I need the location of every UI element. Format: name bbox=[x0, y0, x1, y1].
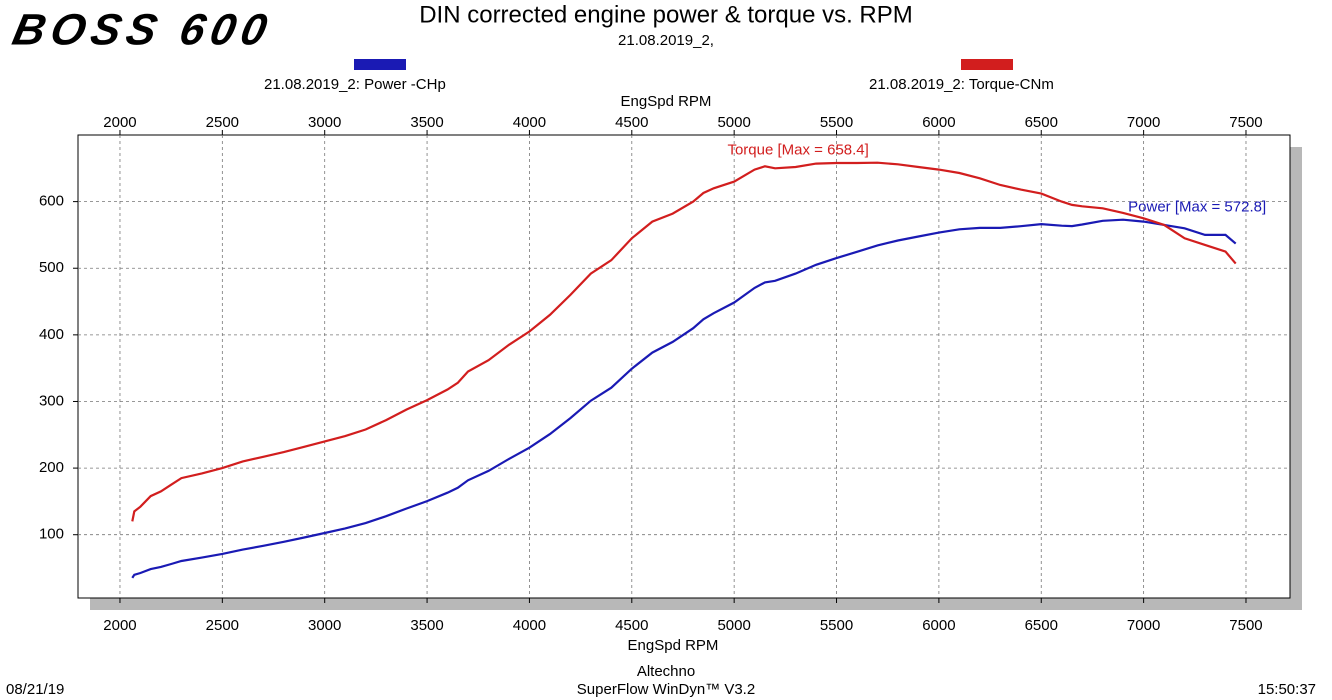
x-tick-label: 7500 bbox=[1229, 617, 1262, 634]
x-tick-label: 3500 bbox=[410, 617, 443, 634]
plot-area bbox=[77, 134, 1291, 599]
y-tick-label: 100 bbox=[39, 526, 64, 543]
x-tick-label: 2000 bbox=[103, 617, 136, 634]
x-tick-label-top: 7000 bbox=[1127, 114, 1160, 131]
footer-software: SuperFlow WinDyn™ V3.2 bbox=[577, 681, 755, 698]
x-tick-label-top: 3000 bbox=[308, 114, 341, 131]
x-tick-label: 7000 bbox=[1127, 617, 1160, 634]
x-axis-label-top: EngSpd RPM bbox=[621, 93, 712, 110]
max-annotation: Torque [Max = 658.4] bbox=[727, 142, 868, 159]
chart-subtitle: 21.08.2019_2, bbox=[618, 32, 714, 49]
x-tick-label: 4500 bbox=[615, 617, 648, 634]
x-tick-label: 3000 bbox=[308, 617, 341, 634]
x-tick-label: 6000 bbox=[922, 617, 955, 634]
footer-company: Altechno bbox=[637, 663, 695, 680]
series-line bbox=[131, 218, 1237, 579]
x-tick-label: 5500 bbox=[820, 617, 853, 634]
x-tick-label-top: 7500 bbox=[1229, 114, 1262, 131]
y-tick-label: 500 bbox=[39, 259, 64, 276]
x-tick-label-top: 5500 bbox=[820, 114, 853, 131]
footer-time: 15:50:37 bbox=[1258, 681, 1316, 698]
y-tick-label: 200 bbox=[39, 459, 64, 476]
legend-swatch bbox=[961, 59, 1013, 70]
x-tick-label: 4000 bbox=[513, 617, 546, 634]
x-tick-label-top: 4500 bbox=[615, 114, 648, 131]
legend-swatch bbox=[354, 59, 406, 70]
x-tick-label-top: 4000 bbox=[513, 114, 546, 131]
y-tick-label: 400 bbox=[39, 326, 64, 343]
y-tick-label: 300 bbox=[39, 392, 64, 409]
footer-date: 08/21/19 bbox=[6, 681, 64, 698]
legend-label: 21.08.2019_2: Torque-CNm bbox=[869, 76, 1054, 93]
x-tick-label-top: 3500 bbox=[410, 114, 443, 131]
series-line bbox=[131, 161, 1237, 522]
x-tick-label: 6500 bbox=[1025, 617, 1058, 634]
max-annotation: Power [Max = 572.8] bbox=[1128, 199, 1266, 216]
x-tick-label-top: 6500 bbox=[1025, 114, 1058, 131]
legend-label: 21.08.2019_2: Power -CHp bbox=[264, 76, 446, 93]
x-axis-label: EngSpd RPM bbox=[628, 637, 719, 654]
x-tick-label-top: 2500 bbox=[206, 114, 239, 131]
x-tick-label: 5000 bbox=[717, 617, 750, 634]
y-tick-label: 600 bbox=[39, 193, 64, 210]
x-tick-label-top: 2000 bbox=[103, 114, 136, 131]
x-tick-label-top: 5000 bbox=[717, 114, 750, 131]
x-tick-label: 2500 bbox=[206, 617, 239, 634]
x-tick-label-top: 6000 bbox=[922, 114, 955, 131]
logo: BOSS 600 bbox=[8, 6, 277, 54]
chart-title: DIN corrected engine power & torque vs. … bbox=[419, 1, 913, 28]
